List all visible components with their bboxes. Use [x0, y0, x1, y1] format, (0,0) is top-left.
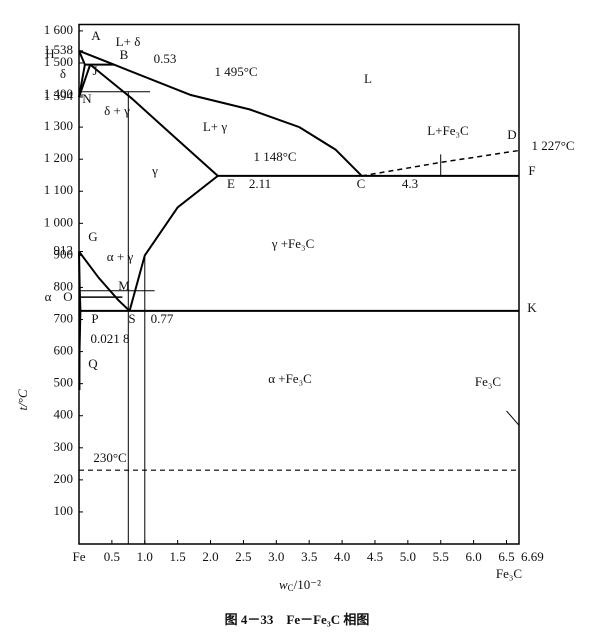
annotation: 1 148°C: [253, 149, 296, 164]
annotation: γ +Fe₃C: [271, 236, 315, 251]
x-axis-label-unit: /10⁻²: [294, 577, 321, 592]
phase-boundary: [128, 175, 219, 312]
annotation: K: [527, 300, 537, 315]
annotation: C: [357, 176, 366, 191]
y-tick-label: 600: [54, 343, 74, 358]
x-tick-label: 1.0: [137, 549, 153, 564]
y-tick-label: 800: [54, 278, 74, 293]
annotation: 0.77: [151, 311, 174, 326]
phase-boundary: [506, 410, 520, 426]
annotation: α: [45, 289, 52, 304]
y-tick-label: 200: [54, 471, 74, 486]
y-tick-label: 1 100: [44, 182, 73, 197]
annotation: L+Fe₃C: [427, 123, 468, 138]
x-tick-label: 2.0: [202, 549, 218, 564]
annotation: γ: [151, 163, 158, 178]
y-tick-label: 1 500: [44, 54, 73, 69]
x-end-label: Fe₃C: [496, 566, 522, 581]
y-tick-label: 900: [54, 246, 74, 261]
x-tick-label: 5.0: [400, 549, 416, 564]
annotation: 4.3: [402, 176, 418, 191]
annotation: N: [82, 91, 92, 106]
y-tick-label: 1 000: [44, 214, 73, 229]
annotation: L: [364, 71, 372, 86]
annotation: D: [507, 127, 516, 142]
y-tick-label: 1 400: [44, 86, 73, 101]
x-tick-label: 5.5: [433, 549, 449, 564]
annotation: P: [91, 311, 98, 326]
annotation: 1 495°C: [214, 64, 257, 79]
x-tick-label: 2.5: [235, 549, 251, 564]
y-tick-label: 1 538: [44, 42, 73, 57]
annotation: G: [88, 229, 97, 244]
phase-boundary: [78, 310, 82, 391]
y-tick-label: 700: [54, 311, 74, 326]
annotation: α + γ: [107, 249, 134, 264]
annotation: 230°C: [93, 450, 126, 465]
annotation: F: [528, 163, 535, 178]
annotation: E: [227, 176, 235, 191]
annotation: δ: [60, 66, 66, 81]
y-tick-label: 500: [54, 375, 74, 390]
annotation: Q: [88, 356, 98, 371]
annotation: 0.021 8: [91, 331, 130, 346]
x-tick-label: 6.5: [498, 549, 514, 564]
y-tick-label: 1 200: [44, 150, 73, 165]
x-tick-label: 3.0: [268, 549, 284, 564]
phase-boundary: [78, 50, 86, 65]
annotation: Fe₃C: [475, 374, 501, 389]
annotation: S: [128, 311, 135, 326]
annotation: H: [45, 46, 54, 61]
x-tick-label: 4.5: [367, 549, 383, 564]
y-tick-label: 1 300: [44, 118, 73, 133]
x-tick-label: 1.5: [170, 549, 186, 564]
y-tick-label: 300: [54, 439, 74, 454]
phase-boundary: [89, 63, 219, 177]
caption: 图 4－33 Fe－Fe₃C 相图: [225, 612, 370, 627]
annotation: A: [91, 28, 101, 43]
annotation: δ + γ: [104, 103, 130, 118]
annotation: α +Fe₃C: [268, 371, 312, 386]
y-tick-label: 400: [54, 407, 74, 422]
x-tick-label: 0.5: [104, 549, 120, 564]
y-tick-label: 1 394: [44, 88, 74, 103]
y-tick-label: 912: [54, 243, 74, 258]
x-axis-label-sub: C: [288, 583, 294, 593]
annotation: M: [118, 278, 130, 293]
phase-boundary: [78, 251, 82, 311]
annotation: 0.53: [154, 51, 177, 66]
x-tick-label: 4.0: [334, 549, 350, 564]
phase-boundary: [78, 250, 131, 312]
annotation: B: [120, 47, 129, 62]
annotation: L+ δ: [116, 34, 141, 49]
x-tick-label: 6.69: [521, 549, 544, 564]
annotation: J: [92, 63, 97, 78]
y-axis-label: t/°C: [15, 389, 30, 410]
x-axis-label-var: w: [279, 577, 288, 592]
annotation: O: [63, 289, 72, 304]
annotation: 1 227°C: [531, 138, 574, 153]
x-tick-label: 6.0: [465, 549, 481, 564]
x-tick-label: 3.5: [301, 549, 317, 564]
annotation: L+ γ: [203, 119, 228, 134]
x-tick-label: Fe: [73, 549, 86, 564]
y-tick-label: 100: [54, 503, 74, 518]
x-axis-label: wC/10⁻²: [279, 577, 321, 593]
annotation: 2.11: [249, 176, 271, 191]
y-tick-label: 1 600: [44, 22, 73, 37]
